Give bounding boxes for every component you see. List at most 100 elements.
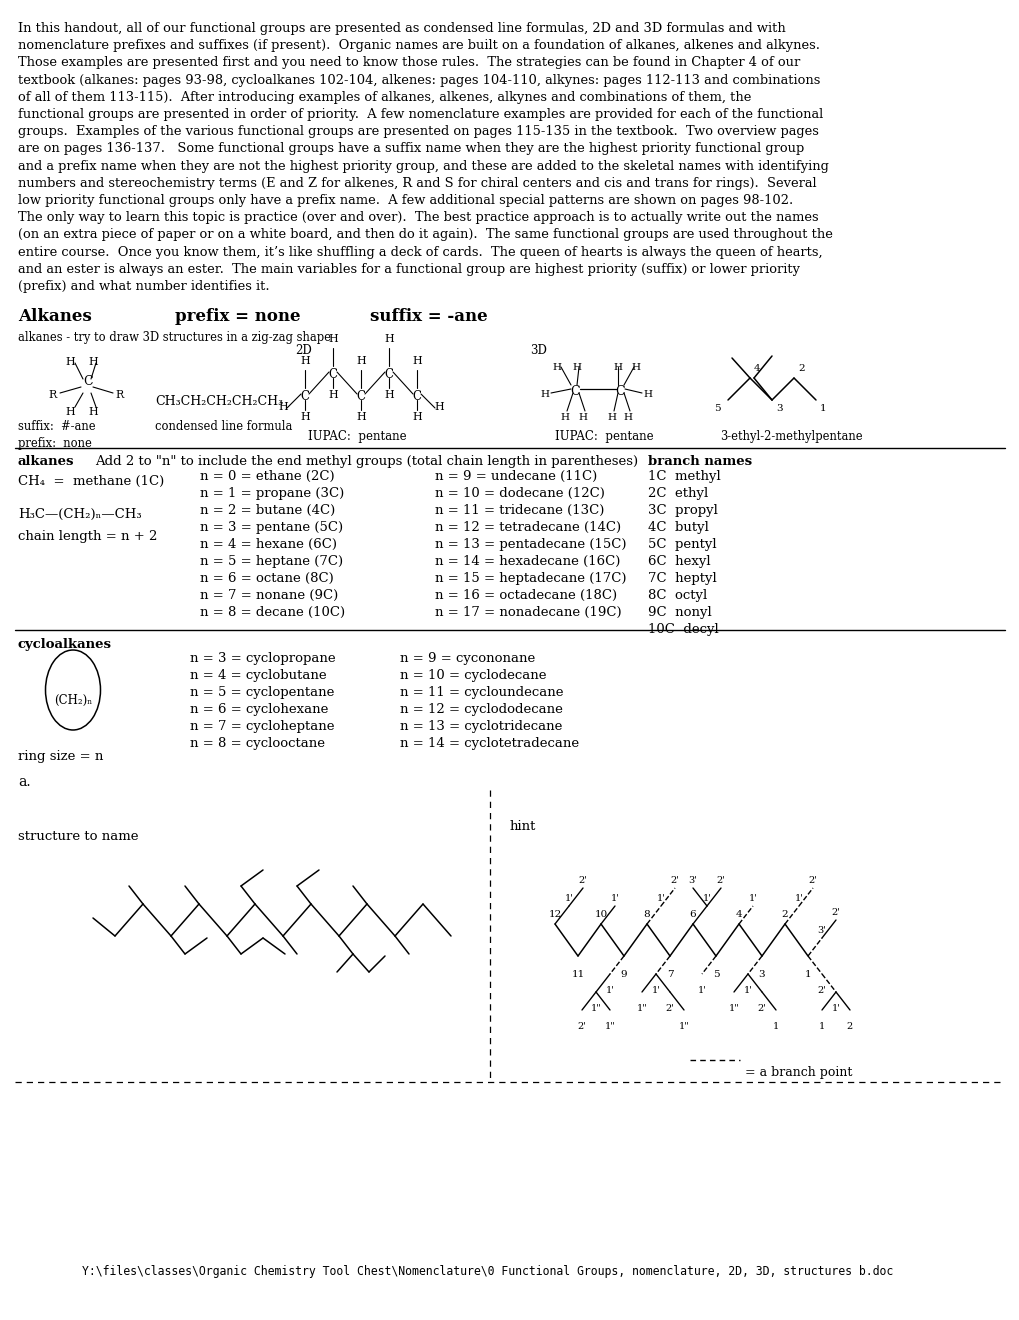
Text: 3': 3' [816, 927, 825, 935]
Text: H: H [328, 389, 337, 400]
Text: n = 10 = dodecane (12C): n = 10 = dodecane (12C) [434, 487, 604, 500]
Text: 4: 4 [753, 364, 760, 374]
Text: n = 6 = octane (8C): n = 6 = octane (8C) [200, 572, 333, 585]
Text: 1': 1' [605, 986, 613, 995]
Text: 2': 2' [757, 1005, 765, 1012]
Text: 2': 2' [669, 876, 679, 884]
Text: H: H [631, 363, 640, 372]
Text: n = 5 = heptane (7C): n = 5 = heptane (7C) [200, 554, 342, 568]
Text: chain length = n + 2: chain length = n + 2 [18, 531, 157, 543]
Text: 1": 1" [678, 1022, 689, 1031]
Text: 1C  methyl: 1C methyl [647, 470, 720, 483]
Text: 2': 2' [664, 1005, 674, 1012]
Text: C: C [357, 389, 365, 403]
Text: n = 0 = ethane (2C): n = 0 = ethane (2C) [200, 470, 334, 483]
Text: (CH₂)ₙ: (CH₂)ₙ [54, 694, 92, 708]
Text: 3': 3' [688, 876, 697, 884]
Text: n = 14 = cyclotetradecane: n = 14 = cyclotetradecane [399, 737, 579, 750]
Text: H: H [384, 389, 393, 400]
Text: n = 4 = hexane (6C): n = 4 = hexane (6C) [200, 539, 336, 550]
Text: 2: 2 [846, 1022, 852, 1031]
Text: CH₄  =  methane (1C): CH₄ = methane (1C) [18, 475, 164, 488]
Text: n = 8 = cyclooctane: n = 8 = cyclooctane [190, 737, 325, 750]
Text: 1': 1' [697, 986, 706, 995]
Text: 1': 1' [656, 894, 664, 903]
Text: n = 8 = decane (10C): n = 8 = decane (10C) [200, 606, 344, 619]
Text: 7C  heptyl: 7C heptyl [647, 572, 716, 585]
Text: and a prefix name when they are not the highest priority group, and these are ad: and a prefix name when they are not the … [18, 160, 828, 173]
Text: = a branch point: = a branch point [744, 1067, 852, 1078]
Text: 6C  hexyl: 6C hexyl [647, 554, 710, 568]
Text: H: H [384, 334, 393, 345]
Text: a.: a. [18, 775, 31, 789]
Text: 1': 1' [743, 986, 752, 995]
Text: H: H [300, 356, 310, 366]
Text: 2': 2' [578, 876, 587, 884]
Text: n = 7 = cycloheptane: n = 7 = cycloheptane [190, 719, 334, 733]
Text: C: C [412, 389, 421, 403]
Text: 1": 1" [604, 1022, 614, 1031]
Text: prefix:  none: prefix: none [18, 437, 92, 450]
Text: 1": 1" [590, 1005, 601, 1012]
Text: 1': 1' [702, 894, 711, 903]
Text: 1": 1" [636, 1005, 647, 1012]
Text: condensed line formula: condensed line formula [155, 420, 292, 433]
Text: 2: 2 [797, 364, 804, 374]
Text: 2': 2' [830, 908, 840, 917]
Text: C: C [384, 368, 393, 381]
Text: 5C  pentyl: 5C pentyl [647, 539, 716, 550]
Text: H: H [643, 389, 652, 399]
Text: n = 3 = pentane (5C): n = 3 = pentane (5C) [200, 521, 342, 535]
Text: H: H [540, 389, 549, 399]
Text: 10: 10 [594, 909, 607, 919]
Text: n = 17 = nonadecane (19C): n = 17 = nonadecane (19C) [434, 606, 621, 619]
Text: IUPAC:  pentane: IUPAC: pentane [554, 430, 653, 444]
Text: H: H [623, 413, 632, 422]
Text: H₃C—(CH₂)ₙ—CH₃: H₃C—(CH₂)ₙ—CH₃ [18, 508, 142, 521]
Text: 2': 2' [715, 876, 725, 884]
Text: CH₃CH₂CH₂CH₂CH₃: CH₃CH₂CH₂CH₂CH₃ [155, 395, 283, 408]
Text: 2': 2' [816, 986, 825, 995]
Text: entire course.  Once you know them, it’s like shuffling a deck of cards.  The qu: entire course. Once you know them, it’s … [18, 246, 821, 259]
Text: 11: 11 [571, 970, 584, 979]
Text: n = 2 = butane (4C): n = 2 = butane (4C) [200, 504, 335, 517]
Text: H: H [572, 363, 581, 372]
Text: 2: 2 [781, 909, 788, 919]
Text: 3: 3 [758, 970, 764, 979]
Text: textbook (alkanes: pages 93-98, cycloalkanes 102-104, alkenes: pages 104-110, al: textbook (alkanes: pages 93-98, cycloalk… [18, 74, 819, 87]
Text: 2C  ethyl: 2C ethyl [647, 487, 707, 500]
Text: 1': 1' [651, 986, 660, 995]
Text: 7: 7 [666, 970, 673, 979]
Text: n = 5 = cyclopentane: n = 5 = cyclopentane [190, 686, 334, 700]
Text: n = 14 = hexadecane (16C): n = 14 = hexadecane (16C) [434, 554, 620, 568]
Text: H: H [88, 356, 98, 367]
Text: n = 1 = propane (3C): n = 1 = propane (3C) [200, 487, 344, 500]
Text: 3-ethyl-2-methylpentane: 3-ethyl-2-methylpentane [719, 430, 862, 444]
Text: numbers and stereochemistry terms (E and Z for alkenes, R and S for chiral cente: numbers and stereochemistry terms (E and… [18, 177, 816, 190]
Text: n = 6 = cyclohexane: n = 6 = cyclohexane [190, 704, 328, 715]
Text: H: H [356, 356, 366, 366]
Text: The only way to learn this topic is practice (over and over).  The best practice: The only way to learn this topic is prac… [18, 211, 818, 224]
Text: 8: 8 [643, 909, 650, 919]
Text: n = 15 = heptadecane (17C): n = 15 = heptadecane (17C) [434, 572, 626, 585]
Text: n = 10 = cyclodecane: n = 10 = cyclodecane [399, 669, 546, 682]
Text: n = 4 = cyclobutane: n = 4 = cyclobutane [190, 669, 326, 682]
Text: (on an extra piece of paper or on a white board, and then do it again).  The sam: (on an extra piece of paper or on a whit… [18, 228, 833, 242]
Text: H: H [300, 412, 310, 422]
Text: C: C [328, 368, 337, 381]
Text: n = 12 = cyclododecane: n = 12 = cyclododecane [399, 704, 562, 715]
Text: H: H [607, 413, 615, 422]
Text: C: C [84, 375, 93, 388]
Text: are on pages 136-137.   Some functional groups have a suffix name when they are : are on pages 136-137. Some functional gr… [18, 143, 803, 156]
Text: C: C [570, 385, 579, 399]
Text: H: H [278, 403, 287, 412]
Text: 3D: 3D [530, 345, 546, 356]
Text: n = 7 = nonane (9C): n = 7 = nonane (9C) [200, 589, 338, 602]
Text: 12: 12 [548, 909, 561, 919]
Text: and an ester is always an ester.  The main variables for a functional group are : and an ester is always an ester. The mai… [18, 263, 799, 276]
Text: 5: 5 [712, 970, 718, 979]
Text: 1: 1 [772, 1022, 779, 1031]
Text: Those examples are presented first and you need to know those rules.  The strate: Those examples are presented first and y… [18, 57, 800, 70]
Text: 4C  butyl: 4C butyl [647, 521, 708, 535]
Text: H: H [65, 356, 74, 367]
